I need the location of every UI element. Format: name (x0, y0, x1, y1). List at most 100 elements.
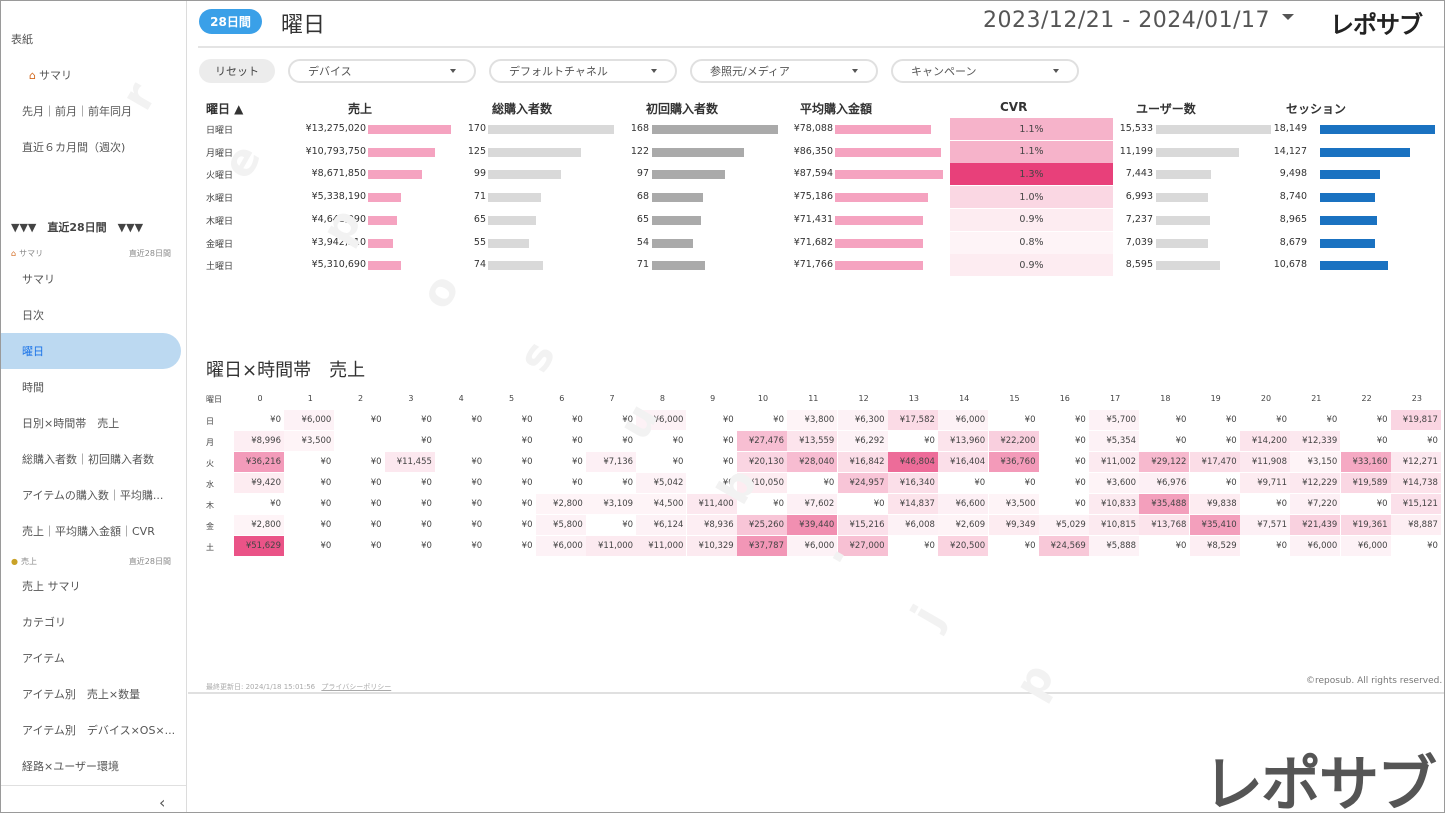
heatmap-cell: ¥8,936 (686, 515, 737, 535)
sidebar-item[interactable]: アイテム別 デバイス×OS×... (1, 712, 181, 748)
sidebar-item[interactable]: アイテム (1, 640, 181, 676)
heatmap-cell: ¥6,600 (938, 494, 989, 514)
heatmap-cell: ¥0 (571, 415, 583, 425)
reset-button[interactable]: リセット (199, 59, 275, 83)
watermark-glyph: s (508, 332, 566, 381)
cell-value: 7,443 (1125, 168, 1153, 180)
cell-value: ¥4,642,990 (311, 213, 366, 225)
heatmap-cell: ¥0 (320, 499, 332, 509)
heatmap-cell: ¥3,150 (1290, 452, 1341, 472)
hour-label: 0 (257, 394, 263, 403)
heatmap-cell: ¥0 (421, 436, 432, 446)
section-label: ● 売上 (11, 556, 37, 567)
heatmap-cell: ¥0 (270, 415, 281, 425)
hour-label: 18 (1160, 394, 1171, 403)
sidebar-item-label: アイテムの購入数｜平均購... (22, 489, 164, 502)
sidebar-item[interactable]: 経路×ユーザー環境 (1, 748, 181, 784)
cell-value: ¥13,275,020 (305, 123, 366, 134)
data-bar (1320, 261, 1388, 271)
table-header: 売上 (348, 102, 373, 116)
filter-dropdown[interactable]: 参照元/メディア (690, 59, 878, 83)
page-title: 曜日 (281, 13, 326, 38)
sidebar-item[interactable]: 曜日 (1, 333, 181, 369)
hour-label: 11 (808, 394, 819, 403)
heatmap-cell: ¥0 (722, 436, 734, 446)
cell-value: 6,993 (1125, 191, 1153, 203)
heatmap-cell: ¥11,455 (384, 452, 435, 472)
heatmap-cell: ¥2,609 (938, 515, 989, 535)
data-bar (835, 170, 943, 180)
collapse-sidebar-icon[interactable]: ‹ (159, 793, 166, 812)
heatmap-cell: ¥0 (320, 520, 332, 530)
sidebar-item[interactable]: 総購入者数｜初回購入者数 (1, 441, 181, 477)
heatmap-cell: ¥0 (1074, 499, 1086, 509)
sidebar-item[interactable]: ⌂ サマリ (1, 57, 181, 93)
sidebar-item[interactable]: 時間 (1, 369, 181, 405)
data-bar (835, 238, 924, 248)
filter-dropdown[interactable]: キャンペーン (891, 59, 1079, 83)
cvr-cell: 1.3% (950, 163, 1113, 186)
table-header[interactable]: 曜日 ▲ (206, 102, 244, 116)
hour-label: 5 (508, 394, 515, 403)
heatmap-cell: ¥0 (622, 415, 634, 425)
cell-value: ¥8,671,850 (311, 168, 366, 180)
sidebar-item[interactable]: アイテム別 売上×数量 (1, 676, 181, 712)
cell-value: 74 (473, 259, 486, 271)
sidebar-item[interactable]: アイテムの購入数｜平均購... (1, 477, 181, 513)
heatmap-cell: ¥6,976 (1139, 473, 1190, 493)
date-range-picker[interactable]: 2023/12/21 - 2024/01/17 (983, 8, 1271, 33)
sidebar-item[interactable]: 日次 (1, 297, 181, 333)
hour-label: 8 (659, 394, 665, 403)
cell-value: 65 (473, 213, 486, 225)
hour-label: 1 (307, 394, 313, 403)
filter-label: 参照元/メディア (710, 65, 790, 78)
heatmap-day-label: 水 (206, 480, 214, 489)
cell-value: 15,533 (1119, 123, 1153, 134)
heatmap-cell: ¥35,488 (1139, 494, 1190, 514)
filter-dropdown[interactable]: デフォルトチャネル (489, 59, 677, 83)
copyright: ©reposub. All rights reserved. (1306, 676, 1443, 686)
heatmap-cell: ¥10,833 (1089, 494, 1140, 514)
cell-value: ¥3,942,510 (311, 236, 366, 248)
heatmap-cell: ¥24,569 (1038, 536, 1089, 556)
sidebar-item[interactable]: サマリ (1, 261, 181, 297)
hour-label: 19 (1210, 394, 1221, 403)
sidebar-item[interactable]: カテゴリ (1, 604, 181, 640)
sidebar-item[interactable]: 直近６カ月間（週次) (1, 129, 181, 165)
cell-value: 122 (630, 145, 649, 157)
heatmap-cell: ¥5,029 (1038, 515, 1089, 535)
heatmap-cell: ¥6,000 (1340, 536, 1391, 556)
date-range-dropdown-icon[interactable] (1282, 14, 1294, 20)
heatmap-cell: ¥0 (1376, 436, 1388, 446)
filter-dropdown[interactable]: デバイス (288, 59, 476, 83)
data-bar (1320, 238, 1375, 248)
heatmap-cell: ¥0 (924, 436, 935, 446)
sidebar-item[interactable]: 売上｜平均購入金額｜CVR (1, 513, 181, 549)
heatmap-cell: ¥2,800 (535, 494, 586, 514)
privacy-link[interactable]: プライバシーポリシー (321, 683, 392, 691)
chevron-down-icon (450, 69, 456, 73)
sidebar-item[interactable]: 日別×時間帯 売上 (1, 405, 181, 441)
cell-value: ¥71,431 (793, 213, 833, 225)
data-bar (368, 170, 423, 180)
heatmap-cell: ¥6,000 (535, 536, 586, 556)
data-bar (488, 125, 614, 134)
data-bar (1156, 238, 1209, 248)
section-name: 売上 (20, 557, 37, 566)
heatmap-cell: ¥0 (421, 415, 432, 425)
heatmap-day-label: 木 (206, 501, 214, 510)
sidebar-item[interactable]: 売上 サマリ (1, 568, 181, 604)
period-badge: 28日間 (199, 9, 262, 34)
sidebar-item[interactable]: 表紙 (1, 21, 181, 57)
heatmap-cell: ¥0 (421, 541, 432, 551)
hour-label: 15 (1009, 394, 1020, 403)
heatmap-cell: ¥5,888 (1089, 536, 1140, 556)
sidebar-item[interactable]: 先月｜前月｜前年同月 (1, 93, 181, 129)
section-header: ⌂ サマリ 直近28日間 (11, 248, 171, 259)
cell-value: ¥71,682 (793, 236, 833, 248)
cell-value: ¥87,594 (793, 168, 833, 180)
heatmap-cell: ¥11,002 (1089, 452, 1140, 472)
section-name: サマリ (19, 249, 44, 258)
data-bar (488, 215, 537, 225)
heatmap-cell: ¥0 (571, 457, 583, 467)
